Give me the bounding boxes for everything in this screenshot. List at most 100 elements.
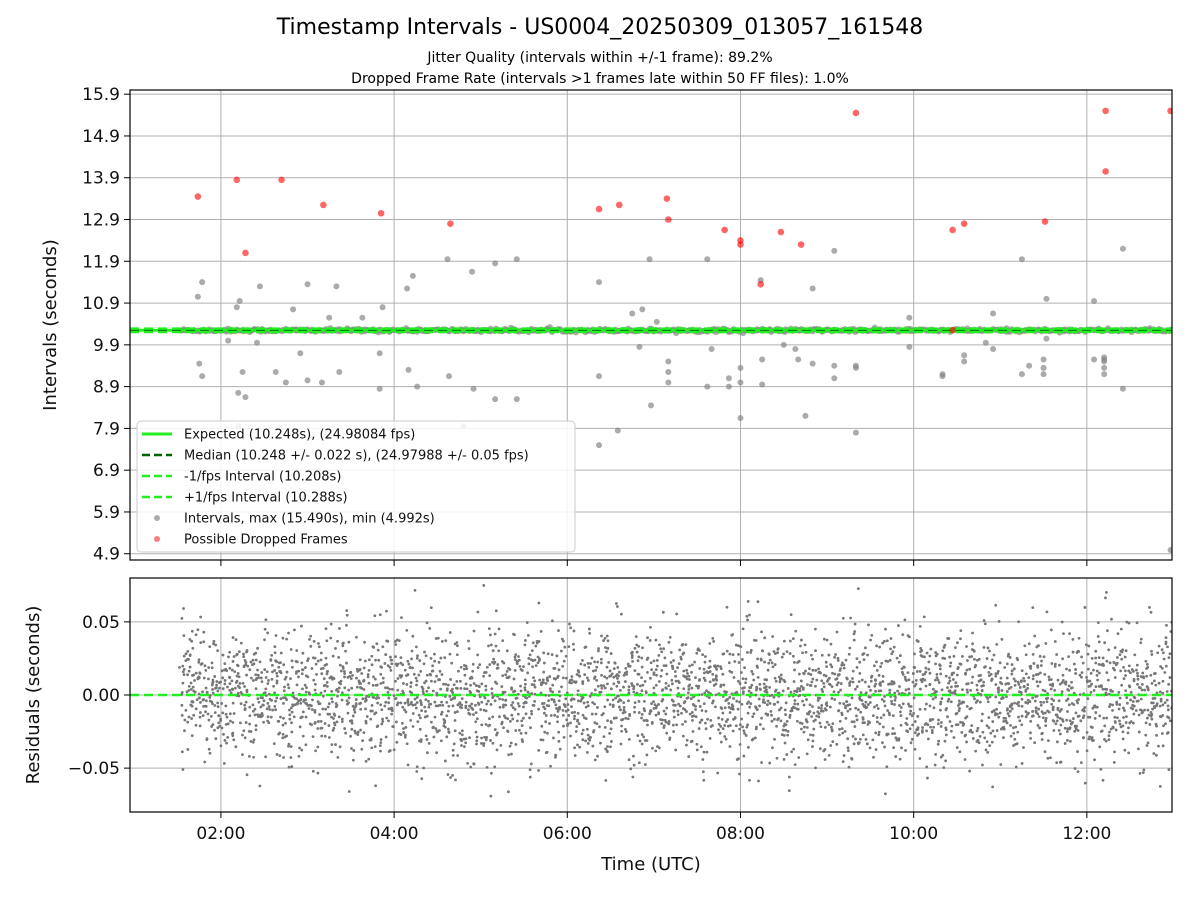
residual-point xyxy=(808,667,811,671)
residual-point xyxy=(392,694,396,698)
residual-point xyxy=(976,726,980,730)
residual-point xyxy=(578,674,582,678)
residual-point xyxy=(1159,697,1163,701)
residual-point xyxy=(819,706,823,710)
residual-point xyxy=(746,618,749,622)
residual-point xyxy=(808,710,812,713)
residual-point xyxy=(581,728,585,732)
residual-point xyxy=(648,676,652,680)
residual-point xyxy=(823,758,827,761)
residual-point xyxy=(345,661,348,665)
residual-point xyxy=(844,706,847,710)
residual-point xyxy=(316,745,320,749)
residual-point xyxy=(1114,728,1118,732)
residual-point xyxy=(329,636,333,640)
residual-point xyxy=(698,679,701,682)
residual-point xyxy=(508,744,512,748)
residual-point xyxy=(788,652,792,655)
residual-point xyxy=(1085,730,1089,734)
residual-point xyxy=(519,731,523,735)
residual-point xyxy=(1103,724,1107,728)
residual-point xyxy=(802,730,806,734)
residual-point xyxy=(905,723,909,726)
residual-point xyxy=(859,698,862,702)
residual-point xyxy=(966,659,969,662)
residual-point xyxy=(609,687,613,691)
residual-point xyxy=(620,724,623,728)
residual-point xyxy=(1158,690,1162,694)
residual-point xyxy=(952,671,956,675)
residual-point xyxy=(937,681,941,684)
residual-point xyxy=(445,688,449,692)
residual-point xyxy=(271,708,275,712)
x-tick-label: 06:00 xyxy=(543,824,592,844)
residual-point xyxy=(849,680,852,684)
residual-point xyxy=(457,669,460,673)
interval-point xyxy=(614,427,621,434)
residual-point xyxy=(738,700,741,704)
residual-point xyxy=(219,744,223,748)
residual-point xyxy=(593,660,597,664)
residual-point xyxy=(556,709,560,713)
residual-point xyxy=(455,644,459,648)
residual-point xyxy=(561,708,565,712)
residual-point xyxy=(294,671,298,675)
residual-point xyxy=(585,676,589,680)
residual-point xyxy=(948,679,952,683)
residual-point xyxy=(619,708,622,712)
interval-point xyxy=(445,373,452,380)
residual-point xyxy=(221,687,225,691)
residual-point xyxy=(248,705,252,709)
residual-point xyxy=(939,700,943,704)
residual-point xyxy=(605,650,608,654)
residual-point xyxy=(863,680,867,684)
residual-point xyxy=(384,700,388,704)
y-tick-label: 0.00 xyxy=(82,686,120,706)
residual-point xyxy=(899,723,903,727)
residual-point xyxy=(390,662,394,666)
residual-point xyxy=(528,768,532,772)
residual-point xyxy=(1096,621,1100,625)
residual-point xyxy=(789,690,793,694)
residual-point xyxy=(949,700,953,704)
residual-point xyxy=(292,715,296,719)
residual-point xyxy=(875,660,878,664)
residual-point xyxy=(751,737,755,741)
residual-point xyxy=(1066,727,1070,731)
residual-point xyxy=(527,662,531,666)
legend-label: Median (10.248 +/- 0.022 s), (24.97988 +… xyxy=(184,449,529,464)
residual-point xyxy=(1005,662,1009,666)
residual-point xyxy=(254,673,258,677)
residual-point xyxy=(433,700,437,704)
residual-point xyxy=(1080,675,1083,679)
residual-point xyxy=(882,713,886,717)
residual-point xyxy=(936,722,940,726)
residual-point xyxy=(1054,722,1058,726)
residual-point xyxy=(318,702,322,705)
residual-point xyxy=(1052,699,1056,702)
residual-point xyxy=(989,731,993,735)
legend-marker xyxy=(154,536,160,542)
residual-point xyxy=(549,689,553,693)
residual-point xyxy=(1058,716,1062,720)
residual-point xyxy=(952,654,956,658)
residual-point xyxy=(184,708,188,712)
residual-point xyxy=(665,731,669,735)
residual-point xyxy=(343,686,347,690)
residual-point xyxy=(704,709,708,713)
residual-point xyxy=(288,713,292,717)
residual-point xyxy=(424,654,428,658)
residual-point xyxy=(907,702,910,706)
residual-point xyxy=(695,742,699,746)
residual-point xyxy=(190,734,194,738)
residual-point xyxy=(1002,720,1006,723)
residual-point xyxy=(523,678,527,682)
residual-point xyxy=(514,729,518,732)
dropped-frame-point xyxy=(1102,168,1109,175)
residual-point xyxy=(527,657,531,660)
residual-point xyxy=(683,700,687,703)
residual-point xyxy=(346,711,350,715)
residual-point xyxy=(443,759,447,763)
residual-point xyxy=(1138,772,1142,775)
